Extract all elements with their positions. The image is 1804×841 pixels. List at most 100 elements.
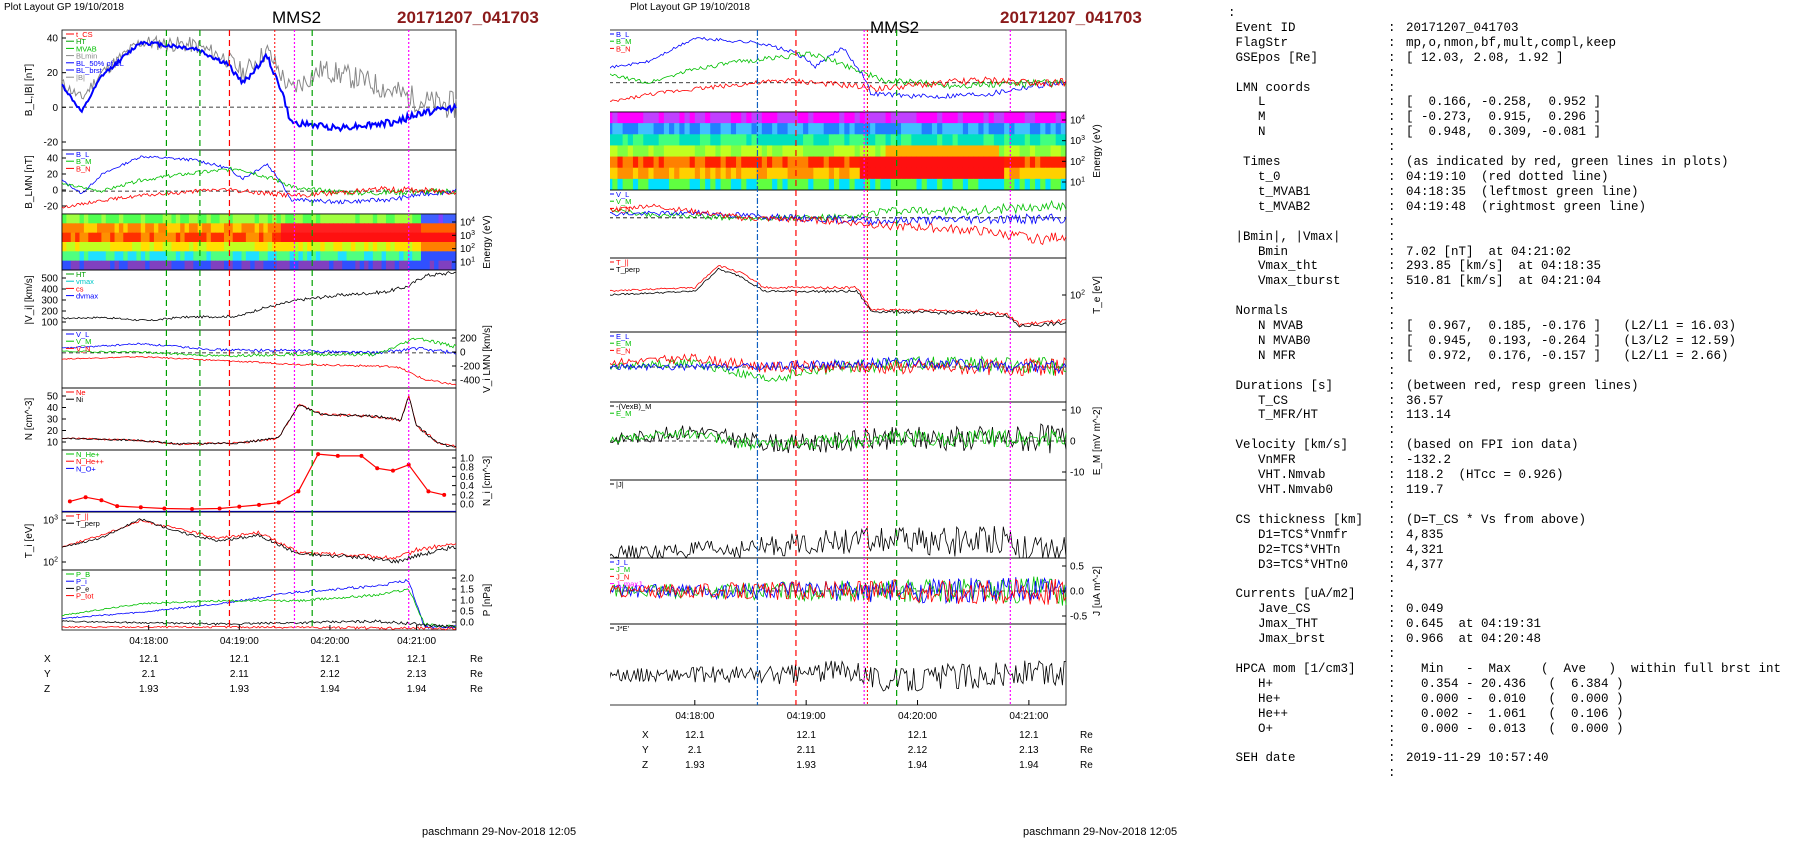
spectrogram-cell bbox=[978, 178, 985, 191]
spectrogram-cell bbox=[110, 260, 116, 271]
spectrogram-cell bbox=[895, 145, 902, 158]
info-value: mp,o,nmon,bf,mult,compl,keep bbox=[1406, 35, 1617, 50]
spectrogram-cell bbox=[870, 112, 876, 124]
info-key: Normals bbox=[1228, 304, 1289, 319]
position-value: 12.1 bbox=[139, 654, 159, 665]
info-value: [ 0.972, 0.176, -0.157 ] (L2/L1 = 2.66) bbox=[1406, 348, 1729, 363]
spectrogram-cell bbox=[890, 178, 897, 191]
spectrogram-cell bbox=[627, 134, 634, 146]
spectrogram-cell bbox=[1029, 123, 1036, 135]
position-value: 12.1 bbox=[908, 730, 928, 741]
tick-exponent: 4 bbox=[1081, 115, 1085, 122]
spectrogram-cell bbox=[197, 242, 203, 252]
spectrogram-cell bbox=[720, 123, 727, 135]
spectrogram-cell bbox=[377, 214, 383, 224]
spectrogram-cell bbox=[259, 251, 264, 262]
info-value: [ -0.273, 0.915, 0.296 ] bbox=[1406, 110, 1602, 125]
spectrogram-cell bbox=[1040, 145, 1046, 158]
info-value: 2019-11-29 10:57:40 bbox=[1406, 751, 1549, 766]
spectrogram-cell bbox=[219, 214, 225, 224]
spectrogram-cell bbox=[333, 251, 339, 262]
spectrogram-cell bbox=[136, 214, 142, 224]
spectrogram-cell bbox=[184, 232, 190, 243]
spectrogram-cell bbox=[736, 156, 742, 169]
spectrogram-cell bbox=[689, 134, 696, 146]
spectrogram-cell bbox=[123, 214, 129, 224]
info-row: t_0:04:19:10 (red dotted line) bbox=[1228, 170, 1798, 185]
spectrogram-cell bbox=[978, 145, 985, 158]
panel-frame bbox=[610, 29, 1067, 113]
spectrogram-cell bbox=[756, 145, 763, 158]
spectrogram-cell bbox=[250, 242, 256, 252]
data-point bbox=[390, 468, 395, 473]
y-tick-label: 104 bbox=[460, 217, 475, 229]
spectrogram-cell bbox=[736, 145, 742, 158]
spectrogram-cell bbox=[823, 178, 830, 191]
spectrogram-cell bbox=[854, 145, 861, 158]
position-value: 1.93 bbox=[796, 760, 816, 771]
spectrogram-cell bbox=[342, 232, 348, 243]
spectrogram-cell bbox=[298, 242, 304, 252]
spectrogram-cell bbox=[710, 145, 716, 158]
spectrogram-cell bbox=[705, 112, 711, 124]
spectrogram-cell bbox=[381, 214, 387, 224]
spectrogram-cell bbox=[782, 112, 789, 124]
spectrogram-cell bbox=[215, 260, 221, 271]
spectrogram-cell bbox=[307, 232, 313, 243]
spectrogram-cell bbox=[803, 134, 809, 146]
spectrogram-cell bbox=[689, 167, 696, 180]
spectrogram-cell bbox=[610, 156, 613, 169]
info-value bbox=[1406, 498, 1798, 513]
left-footer: paschmann 29-Nov-2018 12:05 bbox=[422, 826, 577, 838]
spectrogram-cell bbox=[1024, 178, 1031, 191]
series-line bbox=[610, 76, 1067, 103]
spectrogram-cell bbox=[399, 242, 404, 252]
spectrogram-cell bbox=[669, 123, 675, 135]
tick-exponent: 3 bbox=[471, 230, 475, 237]
spectrogram-cell bbox=[302, 242, 308, 252]
info-colon: : bbox=[1388, 214, 1396, 229]
spectrogram-cell bbox=[643, 134, 649, 146]
spectrogram-cell bbox=[689, 156, 696, 169]
spectrogram-cell bbox=[438, 232, 444, 243]
info-key: N bbox=[1228, 125, 1266, 140]
spectrogram-cell bbox=[705, 123, 711, 135]
spectrogram-cell bbox=[1035, 178, 1041, 191]
spectrogram-cell bbox=[180, 251, 186, 262]
spectrogram-cell bbox=[766, 156, 773, 169]
spectrogram-cell bbox=[658, 112, 665, 124]
spectrogram-cell bbox=[617, 112, 624, 124]
spectrogram-cell bbox=[127, 214, 133, 224]
spectrogram-cell bbox=[751, 178, 758, 191]
spectrogram-cell bbox=[699, 156, 706, 169]
spectrogram-cell bbox=[70, 214, 76, 224]
spectrogram-cell bbox=[215, 232, 221, 243]
spectrogram-cell bbox=[844, 123, 850, 135]
spectrogram-cell bbox=[921, 167, 928, 180]
spectrogram-cell bbox=[307, 242, 313, 252]
series-line bbox=[61, 337, 457, 358]
y-tick-label: -20 bbox=[44, 138, 59, 149]
spectrogram-cell bbox=[241, 223, 247, 234]
y-tick-label: 200 bbox=[41, 307, 58, 318]
info-value: 0.000 - 0.013 ( 0.000 ) bbox=[1406, 721, 1624, 736]
spectrogram-cell bbox=[250, 251, 256, 262]
spectrogram-cell bbox=[648, 123, 655, 135]
legend-entry: HT bbox=[76, 37, 86, 46]
spectrogram-cell bbox=[658, 123, 665, 135]
spectrogram-cell bbox=[612, 145, 618, 158]
spectrogram-cell bbox=[864, 167, 871, 180]
spectrogram-cell bbox=[988, 112, 995, 124]
spectrogram-cell bbox=[83, 214, 89, 224]
spectrogram-cell bbox=[123, 251, 129, 262]
middle-panel-5: 100-10 E_M [mV m^-2]-(VexB)_ME_M bbox=[610, 401, 1103, 481]
y-tick-label: 103 bbox=[1070, 135, 1085, 147]
left-spacecraft-title: MMS2 bbox=[272, 8, 322, 27]
spectrogram-cell bbox=[1029, 156, 1036, 169]
spectrogram-cell bbox=[694, 156, 701, 169]
info-key: D2=TCS*VHTn bbox=[1228, 542, 1341, 557]
spectrogram-cell bbox=[859, 123, 866, 135]
info-row: CS thickness [km]: (D=T_CS * Vs from abov… bbox=[1228, 513, 1798, 528]
